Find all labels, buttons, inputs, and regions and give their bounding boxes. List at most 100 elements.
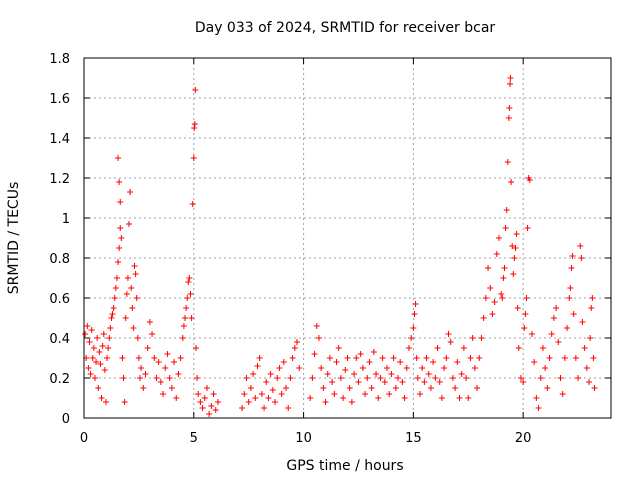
data-point [499, 295, 506, 301]
data-point [454, 359, 461, 365]
data-point [427, 385, 434, 391]
data-point [579, 319, 586, 325]
data-point [105, 345, 112, 351]
data-point [411, 311, 418, 317]
data-point [399, 379, 406, 385]
gridlines [84, 58, 611, 418]
data-point [188, 315, 195, 321]
data-point [333, 359, 340, 365]
data-points [82, 75, 598, 417]
data-point [351, 371, 358, 377]
data-point [307, 395, 314, 401]
data-point [121, 399, 128, 405]
data-point [313, 323, 320, 329]
data-point [487, 285, 494, 291]
data-point [496, 235, 503, 241]
data-point [135, 355, 142, 361]
data-point [101, 367, 108, 373]
data-point [214, 399, 221, 405]
data-point [269, 387, 276, 393]
data-point [569, 253, 576, 259]
data-point [274, 375, 281, 381]
data-point [140, 385, 147, 391]
data-point [505, 115, 512, 121]
data-point [129, 305, 136, 311]
data-point [384, 365, 391, 371]
x-tick-label: 5 [190, 431, 198, 446]
data-point [113, 275, 120, 281]
data-point [132, 271, 139, 277]
data-point [419, 365, 426, 371]
data-point [521, 325, 528, 331]
data-point [512, 245, 519, 251]
data-point [168, 385, 175, 391]
x-tick-label: 15 [405, 431, 422, 446]
data-point [117, 225, 124, 231]
data-point [276, 365, 283, 371]
data-point [460, 345, 467, 351]
data-point [537, 375, 544, 381]
plot-frame [83, 57, 612, 419]
data-point [421, 379, 428, 385]
data-point [326, 355, 333, 361]
data-point [441, 365, 448, 371]
data-point [160, 391, 167, 397]
data-point [162, 365, 169, 371]
data-point [128, 285, 135, 291]
x-tick-label: 0 [80, 431, 88, 446]
data-point [171, 359, 178, 365]
data-point [564, 325, 571, 331]
data-point [471, 365, 478, 371]
data-point [318, 365, 325, 371]
y-axis-label: SRMTID / TECUs [6, 182, 22, 295]
data-point [206, 411, 213, 417]
data-point [337, 375, 344, 381]
data-point [355, 379, 362, 385]
data-point [373, 371, 380, 377]
data-point [177, 355, 184, 361]
data-point [524, 225, 531, 231]
data-point [589, 295, 596, 301]
data-point [166, 375, 173, 381]
data-point [502, 225, 509, 231]
data-point [539, 345, 546, 351]
data-point [443, 355, 450, 361]
data-point [403, 365, 410, 371]
data-point [309, 375, 316, 381]
data-point [449, 375, 456, 381]
data-point [531, 359, 538, 365]
y-tick-label: 0 [62, 412, 70, 427]
data-point [97, 361, 104, 367]
x-tick-label: 10 [295, 431, 312, 446]
data-point [414, 375, 421, 381]
data-point [109, 311, 116, 317]
data-point [432, 375, 439, 381]
data-point [91, 375, 98, 381]
data-point [195, 391, 202, 397]
y-tick-label: 1.2 [49, 172, 70, 187]
data-point [157, 379, 164, 385]
data-point [520, 379, 527, 385]
data-point [447, 339, 454, 345]
data-point [489, 311, 496, 317]
data-point [438, 395, 445, 401]
data-point [368, 385, 375, 391]
data-point [123, 291, 130, 297]
data-point [324, 371, 331, 377]
data-point [144, 345, 151, 351]
data-point [346, 385, 353, 391]
data-point [591, 385, 598, 391]
data-point [458, 371, 465, 377]
data-point [117, 199, 124, 205]
data-point [241, 391, 248, 397]
data-point [370, 349, 377, 355]
data-point [544, 385, 551, 391]
data-point [528, 331, 535, 337]
data-point [588, 305, 595, 311]
data-point [197, 399, 204, 405]
data-point [142, 371, 149, 377]
data-point [138, 365, 145, 371]
data-point [501, 265, 508, 271]
data-point [104, 355, 111, 361]
data-point [293, 339, 300, 345]
